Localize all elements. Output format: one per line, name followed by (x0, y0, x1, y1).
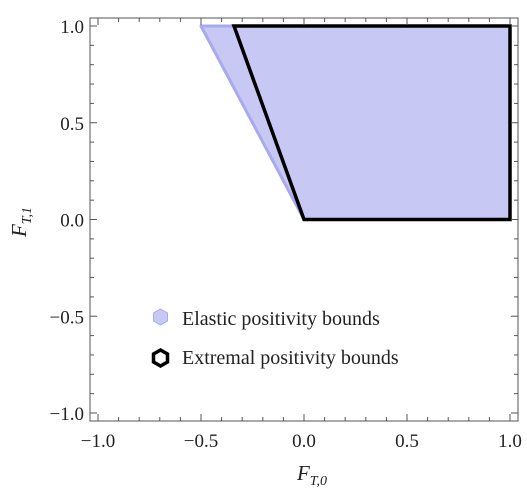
axis-ticks (90, 18, 518, 421)
x-tick-label: 0.0 (292, 431, 316, 452)
x-tick-label: 1.0 (498, 431, 522, 452)
x-tick-label: 0.5 (395, 431, 419, 452)
legend-label-extremal: Extremal positivity bounds (182, 347, 399, 369)
legend-label-elastic: Elastic positivity bounds (182, 308, 380, 330)
legend-swatch-elastic (153, 308, 168, 326)
x-axis-title: FT,0 (296, 461, 327, 489)
region-elastic (199, 24, 512, 221)
x-tick-label: −0.5 (184, 431, 218, 452)
y-axis-title: FT,1 (7, 207, 35, 238)
y-tick-label: 1.0 (60, 17, 84, 38)
legend: Elastic positivity bounds Extremal posit… (151, 308, 399, 369)
legend-swatch-extremal (151, 347, 170, 369)
y-axis-title-base: F (7, 224, 31, 238)
x-axis-title-sub: T,0 (310, 474, 327, 489)
y-axis-title-sub: T,1 (20, 207, 35, 224)
x-axis-title-base: F (296, 461, 310, 485)
axis-tick-labels: −1.0 −0.5 0.0 0.5 1.0 −1.0 −0.5 0.0 0.5 1.0 (50, 17, 522, 452)
y-tick-label: −1.0 (50, 404, 84, 425)
x-tick-label: −1.0 (81, 431, 115, 452)
y-tick-label: 0.5 (60, 114, 84, 135)
chart-regions (199, 24, 512, 222)
y-tick-label: −0.5 (50, 307, 84, 328)
region-extremal (231, 24, 512, 222)
y-tick-label: 0.0 (60, 211, 84, 232)
